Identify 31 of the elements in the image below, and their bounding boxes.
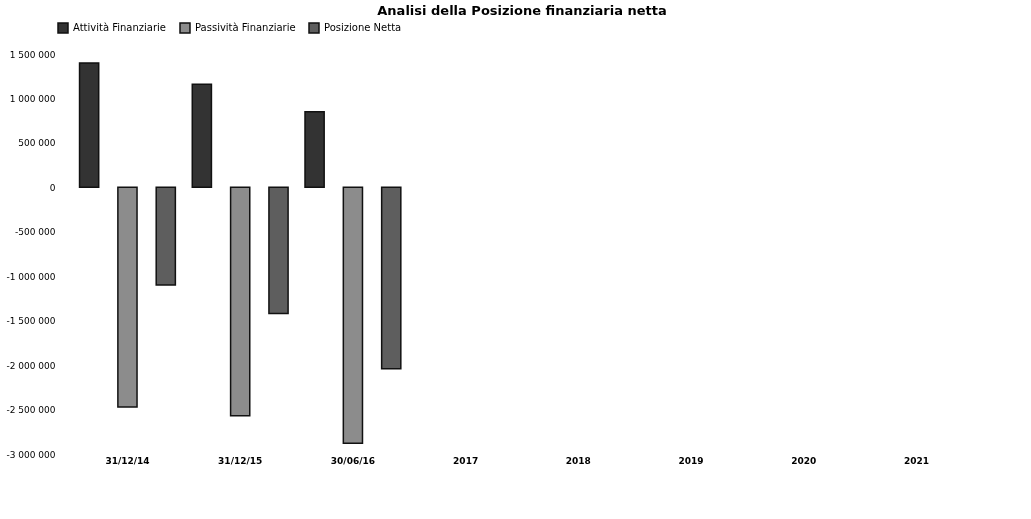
legend-label: Attività Finanziarie — [73, 22, 167, 33]
y-tick-label: 0 — [49, 182, 56, 193]
x-tick-label: 30/06/16 — [330, 455, 375, 466]
bar — [191, 83, 213, 189]
y-tick-label: -500 000 — [15, 227, 56, 238]
y-tick-label: 1 500 000 — [9, 49, 56, 60]
x-tick-label: 31/12/14 — [105, 455, 150, 466]
bar — [342, 186, 364, 445]
x-tick-label: 2019 — [678, 455, 704, 466]
bar — [117, 186, 138, 408]
x-tick-label: 2020 — [791, 455, 817, 466]
x-tick-label: 2021 — [904, 455, 930, 466]
bar — [155, 186, 177, 286]
x-tick-label: 31/12/15 — [218, 455, 263, 466]
y-tick-label: -2 500 000 — [6, 405, 56, 416]
y-tick-label: 1 000 000 — [9, 93, 56, 104]
x-tick-label: 2017 — [453, 455, 479, 466]
y-tick-label: 500 000 — [18, 138, 56, 149]
y-tick-label: -2 000 000 — [6, 360, 56, 371]
chart-title: Analisi della Posizione finanziaria netta — [377, 3, 667, 18]
y-tick-label: -1 000 000 — [6, 271, 56, 282]
legend-label: Passività Finanziarie — [195, 22, 296, 33]
bar — [78, 62, 100, 189]
bar — [229, 186, 251, 417]
y-tick-label: -3 000 000 — [6, 449, 56, 460]
y-tick-label: -1 500 000 — [6, 316, 56, 327]
x-tick-label: 2018 — [565, 455, 591, 466]
legend-label: Posizione Netta — [324, 22, 402, 33]
bar — [380, 186, 402, 370]
bar — [268, 186, 289, 315]
bar — [304, 111, 325, 189]
